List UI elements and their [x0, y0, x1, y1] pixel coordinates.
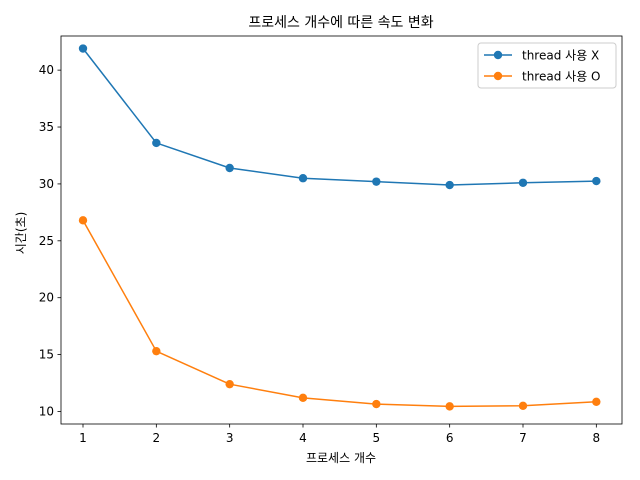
y-axis-label: 시간(초) — [14, 212, 28, 254]
legend-label: thread 사용 X — [522, 49, 599, 63]
x-tick-label: 7 — [519, 431, 527, 445]
legend-marker — [493, 71, 503, 81]
y-tick-label: 35 — [39, 120, 54, 134]
series-line-2 — [82, 219, 597, 408]
data-point — [518, 178, 528, 187]
x-tick-label: 4 — [299, 431, 307, 445]
x-axis-label: 프로세스 개수 — [306, 451, 376, 465]
y-tick-label: 10 — [39, 404, 54, 418]
y-tick-label: 25 — [39, 234, 54, 248]
data-point — [372, 399, 381, 409]
legend-box — [477, 42, 617, 89]
data-point — [152, 346, 161, 356]
x-tick-label: 6 — [446, 431, 454, 445]
data-point — [592, 397, 601, 407]
data-point — [225, 379, 234, 389]
data-point — [152, 138, 161, 148]
legend: thread 사용 X thread 사용 O — [477, 42, 617, 89]
y-tick-label: 20 — [39, 291, 54, 305]
data-point — [298, 174, 308, 183]
data-point — [225, 163, 234, 173]
data-point — [518, 401, 528, 410]
y-tick-label: 15 — [39, 348, 54, 362]
data-point — [592, 176, 601, 186]
x-tick-label: 1 — [79, 431, 87, 445]
x-tick-label: 2 — [153, 431, 161, 445]
series-line-1 — [82, 48, 597, 186]
data-point — [445, 402, 454, 411]
chart-title: 프로세스 개수에 따른 속도 변화 — [248, 15, 433, 31]
data-point — [445, 180, 454, 190]
data-point — [372, 177, 381, 186]
data-point — [78, 216, 88, 225]
x-tick-label: 8 — [593, 431, 601, 445]
data-point — [298, 393, 308, 403]
legend-marker — [493, 50, 503, 60]
legend-label: thread 사용 O — [522, 70, 601, 84]
data-point — [78, 44, 88, 53]
y-tick-label: 40 — [39, 63, 54, 77]
x-tick-label: 3 — [226, 431, 234, 445]
plot-area: 1 2 3 4 5 6 7 8 10 15 20 25 30 35 40 — [39, 35, 623, 445]
y-tick-label: 30 — [39, 177, 54, 191]
axes-frame — [60, 35, 623, 425]
x-tick-label: 5 — [373, 431, 381, 445]
